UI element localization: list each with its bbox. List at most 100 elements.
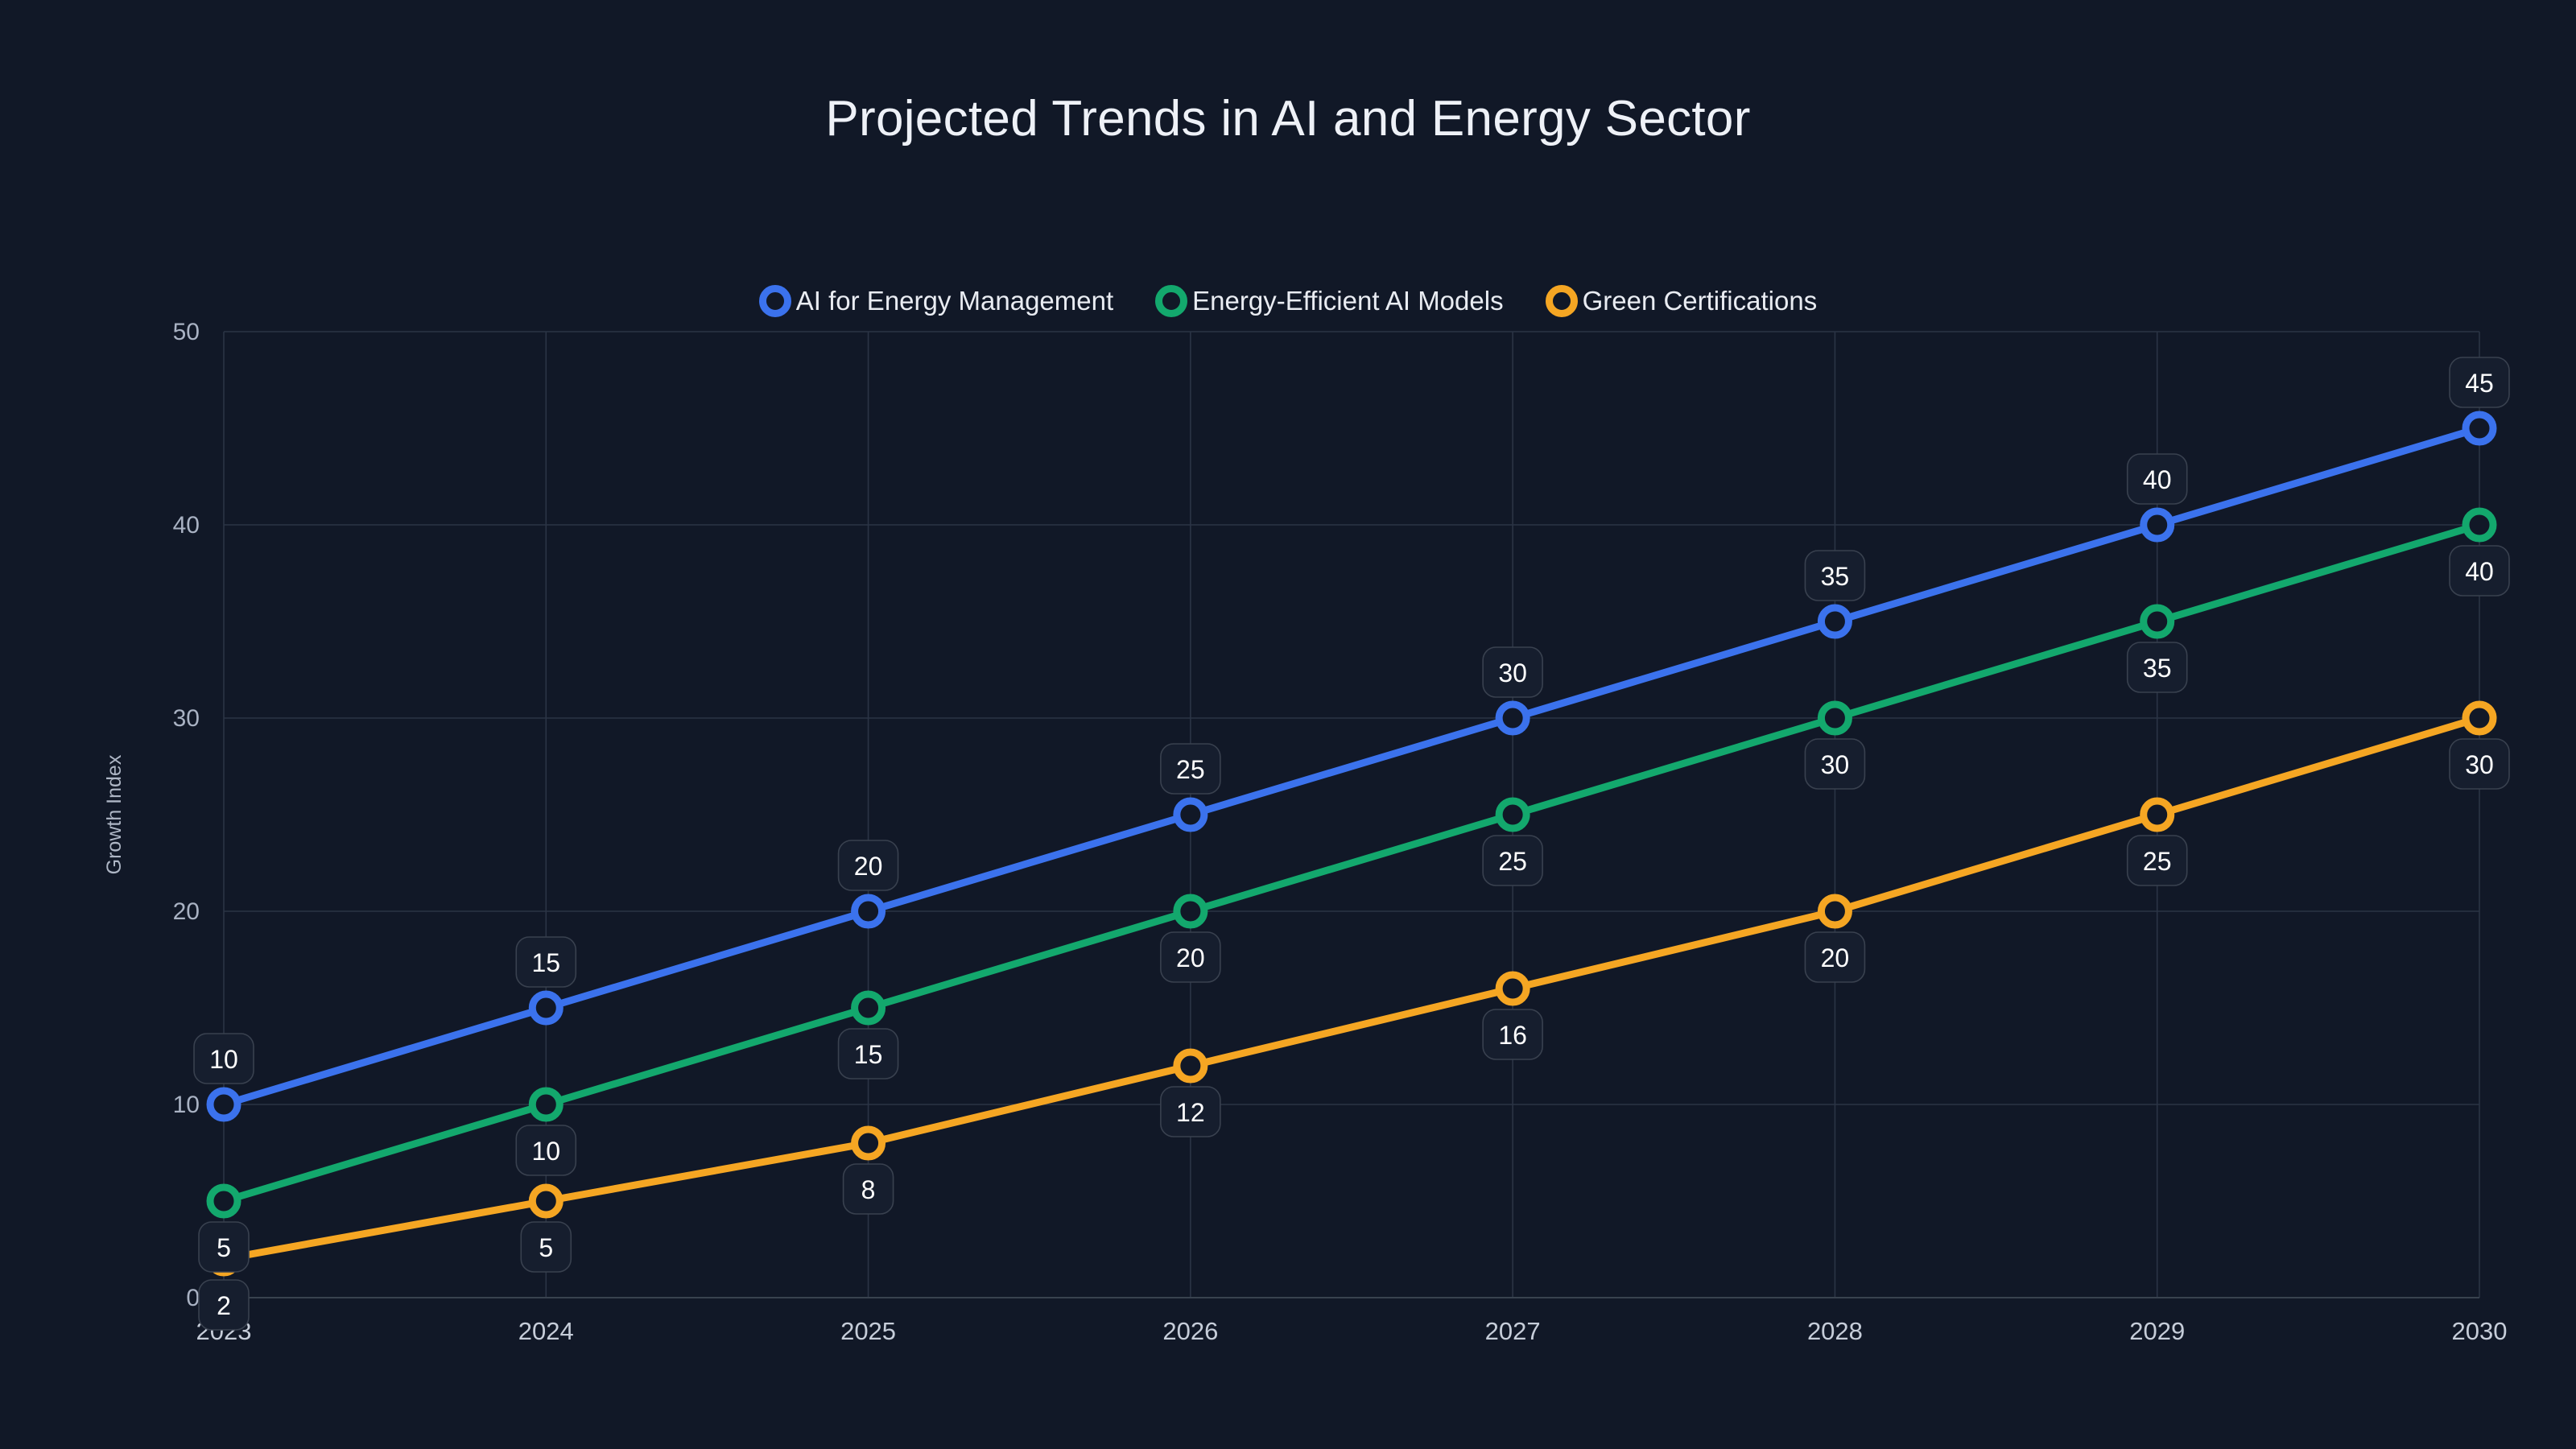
- data-point-marker[interactable]: [2140, 507, 2175, 543]
- y-axis-title: Growth Index: [103, 754, 126, 874]
- data-point-marker[interactable]: [2140, 604, 2175, 639]
- data-point-marker[interactable]: [528, 1087, 564, 1122]
- data-label: 35: [1804, 550, 1866, 601]
- data-label-box: [198, 1279, 250, 1331]
- data-point-marker[interactable]: [851, 894, 886, 929]
- data-label-box: [1160, 1086, 1221, 1137]
- x-tick-label: 2028: [1807, 1317, 1863, 1345]
- data-label-box: [2449, 357, 2510, 408]
- data-label-box: [1804, 931, 1866, 983]
- x-tick-label: 2025: [840, 1317, 896, 1345]
- data-label: 16: [1482, 1009, 1543, 1060]
- data-label-box: [1482, 1009, 1543, 1060]
- data-point-marker[interactable]: [851, 1125, 886, 1161]
- data-label-box: [1160, 931, 1221, 983]
- data-label-text: 20: [1176, 943, 1205, 972]
- data-point-marker[interactable]: [1173, 1048, 1208, 1084]
- data-label: 40: [2449, 545, 2510, 597]
- data-label-box: [1160, 743, 1221, 795]
- data-label-box: [2449, 545, 2510, 597]
- data-label-text: 30: [1498, 658, 1527, 687]
- data-label-box: [520, 1221, 572, 1273]
- data-label-box: [837, 840, 899, 891]
- data-point-marker[interactable]: [1495, 797, 1530, 832]
- y-tick-label: 40: [173, 512, 200, 539]
- data-point-marker[interactable]: [2462, 507, 2497, 543]
- series-line: [220, 714, 2483, 1263]
- data-label-text: 45: [2465, 369, 2494, 398]
- data-label: 15: [837, 1028, 899, 1080]
- data-label-text: 25: [1176, 755, 1205, 784]
- data-point-marker[interactable]: [206, 1183, 242, 1219]
- series-line: [220, 521, 2483, 1205]
- y-tick-label: 20: [173, 898, 200, 925]
- data-point-marker[interactable]: [1173, 894, 1208, 929]
- data-point-marker[interactable]: [1817, 894, 1852, 929]
- data-point-marker[interactable]: [851, 990, 886, 1026]
- data-label-box: [1804, 738, 1866, 790]
- data-label-text: 5: [217, 1233, 231, 1262]
- data-label-box: [2126, 642, 2188, 693]
- data-label-box: [1482, 835, 1543, 886]
- data-label-text: 15: [854, 1040, 883, 1069]
- y-tick-label: 10: [173, 1092, 200, 1118]
- data-label-text: 10: [209, 1045, 238, 1074]
- data-label-text: 10: [531, 1137, 560, 1166]
- y-tick-label: 0: [186, 1285, 200, 1311]
- data-label: 15: [515, 936, 577, 988]
- data-point-marker[interactable]: [2462, 411, 2497, 446]
- data-label: 30: [1804, 738, 1866, 790]
- data-label: 10: [515, 1125, 577, 1176]
- data-label-text: 25: [2143, 847, 2172, 876]
- x-tick-label: 2024: [518, 1317, 574, 1345]
- data-label-text: 12: [1176, 1098, 1205, 1127]
- data-point-marker[interactable]: [528, 990, 564, 1026]
- data-label-box: [1804, 550, 1866, 601]
- data-label-box: [193, 1033, 254, 1084]
- data-label: 10: [193, 1033, 254, 1084]
- data-label-box: [837, 1028, 899, 1080]
- data-label-text: 20: [1821, 943, 1850, 972]
- data-label-text: 15: [531, 948, 560, 977]
- data-point-marker[interactable]: [1495, 700, 1530, 736]
- data-label-text: 40: [2465, 557, 2494, 586]
- data-label-text: 35: [2143, 654, 2172, 683]
- data-label: 25: [2126, 835, 2188, 886]
- data-label: 20: [837, 840, 899, 891]
- data-label: 30: [2449, 738, 2510, 790]
- data-label-text: 16: [1498, 1021, 1527, 1050]
- data-label-box: [1482, 646, 1543, 698]
- data-point-marker[interactable]: [1817, 604, 1852, 639]
- data-point-marker[interactable]: [1817, 700, 1852, 736]
- data-label-box: [515, 936, 577, 988]
- data-label-box: [842, 1163, 894, 1215]
- y-tick-label: 30: [173, 705, 200, 732]
- data-label-text: 40: [2143, 465, 2172, 494]
- data-label-text: 8: [861, 1175, 876, 1204]
- data-label-text: 20: [854, 852, 883, 881]
- data-label: 20: [1804, 931, 1866, 983]
- data-label-text: 5: [539, 1233, 553, 1262]
- x-tick-label: 2027: [1485, 1317, 1541, 1345]
- data-label-text: 30: [2465, 750, 2494, 779]
- x-tick-label: 2030: [2452, 1317, 2508, 1345]
- data-label: 45: [2449, 357, 2510, 408]
- data-label: 25: [1482, 835, 1543, 886]
- data-label: 40: [2126, 453, 2188, 505]
- data-point-marker[interactable]: [2462, 700, 2497, 736]
- x-tick-label: 2029: [2129, 1317, 2185, 1345]
- data-label: 35: [2126, 642, 2188, 693]
- data-point-marker[interactable]: [1495, 971, 1530, 1006]
- data-label-box: [2126, 835, 2188, 886]
- data-point-marker[interactable]: [206, 1087, 242, 1122]
- data-point-marker[interactable]: [1173, 797, 1208, 832]
- data-label: 25: [1160, 743, 1221, 795]
- data-point-marker[interactable]: [2140, 797, 2175, 832]
- data-label: 20: [1160, 931, 1221, 983]
- data-point-marker[interactable]: [528, 1183, 564, 1219]
- data-label-text: 25: [1498, 847, 1527, 876]
- data-label-text: 35: [1821, 562, 1850, 591]
- data-label: 5: [520, 1221, 572, 1273]
